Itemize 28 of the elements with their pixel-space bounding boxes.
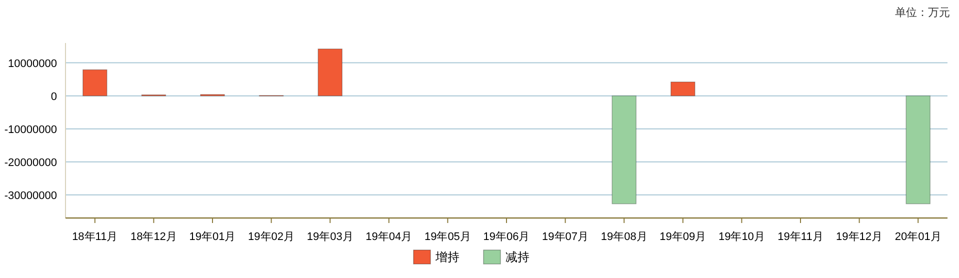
- x-tick-label: 18年11月: [72, 231, 118, 243]
- y-tick-label: 10000000: [8, 58, 57, 70]
- x-tick-label: 19年08月: [600, 231, 648, 243]
- x-tick-label: 19年07月: [542, 231, 589, 243]
- x-tick-label: 19年12月: [836, 231, 883, 243]
- x-tick-label: 19年02月: [248, 231, 295, 243]
- x-tick-label: 19年01月: [189, 231, 236, 243]
- x-tick-label: 19年03月: [306, 231, 354, 243]
- bar: [670, 82, 696, 96]
- x-tick-label: 20年01月: [894, 231, 942, 243]
- bar: [82, 69, 108, 96]
- x-tick-label: 19年05月: [424, 231, 471, 243]
- text: 单位：万元: [895, 6, 950, 19]
- y-tick-label: 0: [50, 90, 57, 103]
- x-tick-label: 19年10月: [718, 231, 765, 243]
- x-tick-label: 19年04月: [366, 231, 412, 243]
- y-tick-label: -20000000: [4, 156, 57, 169]
- legend-label: 减持: [506, 250, 530, 264]
- bar: [612, 95, 636, 204]
- legend-label: 增持: [434, 250, 460, 264]
- bar: [318, 48, 342, 96]
- x-tick-label: 19年11月: [778, 231, 824, 243]
- y-tick-label: -10000000: [4, 124, 57, 136]
- x-tick-label: 19年06月: [483, 231, 530, 243]
- x-tick-label: 19年09月: [660, 231, 706, 243]
- bar: [906, 95, 930, 204]
- y-tick-label: -30000000: [4, 190, 57, 202]
- x-tick-label: 18年12月: [130, 231, 177, 243]
